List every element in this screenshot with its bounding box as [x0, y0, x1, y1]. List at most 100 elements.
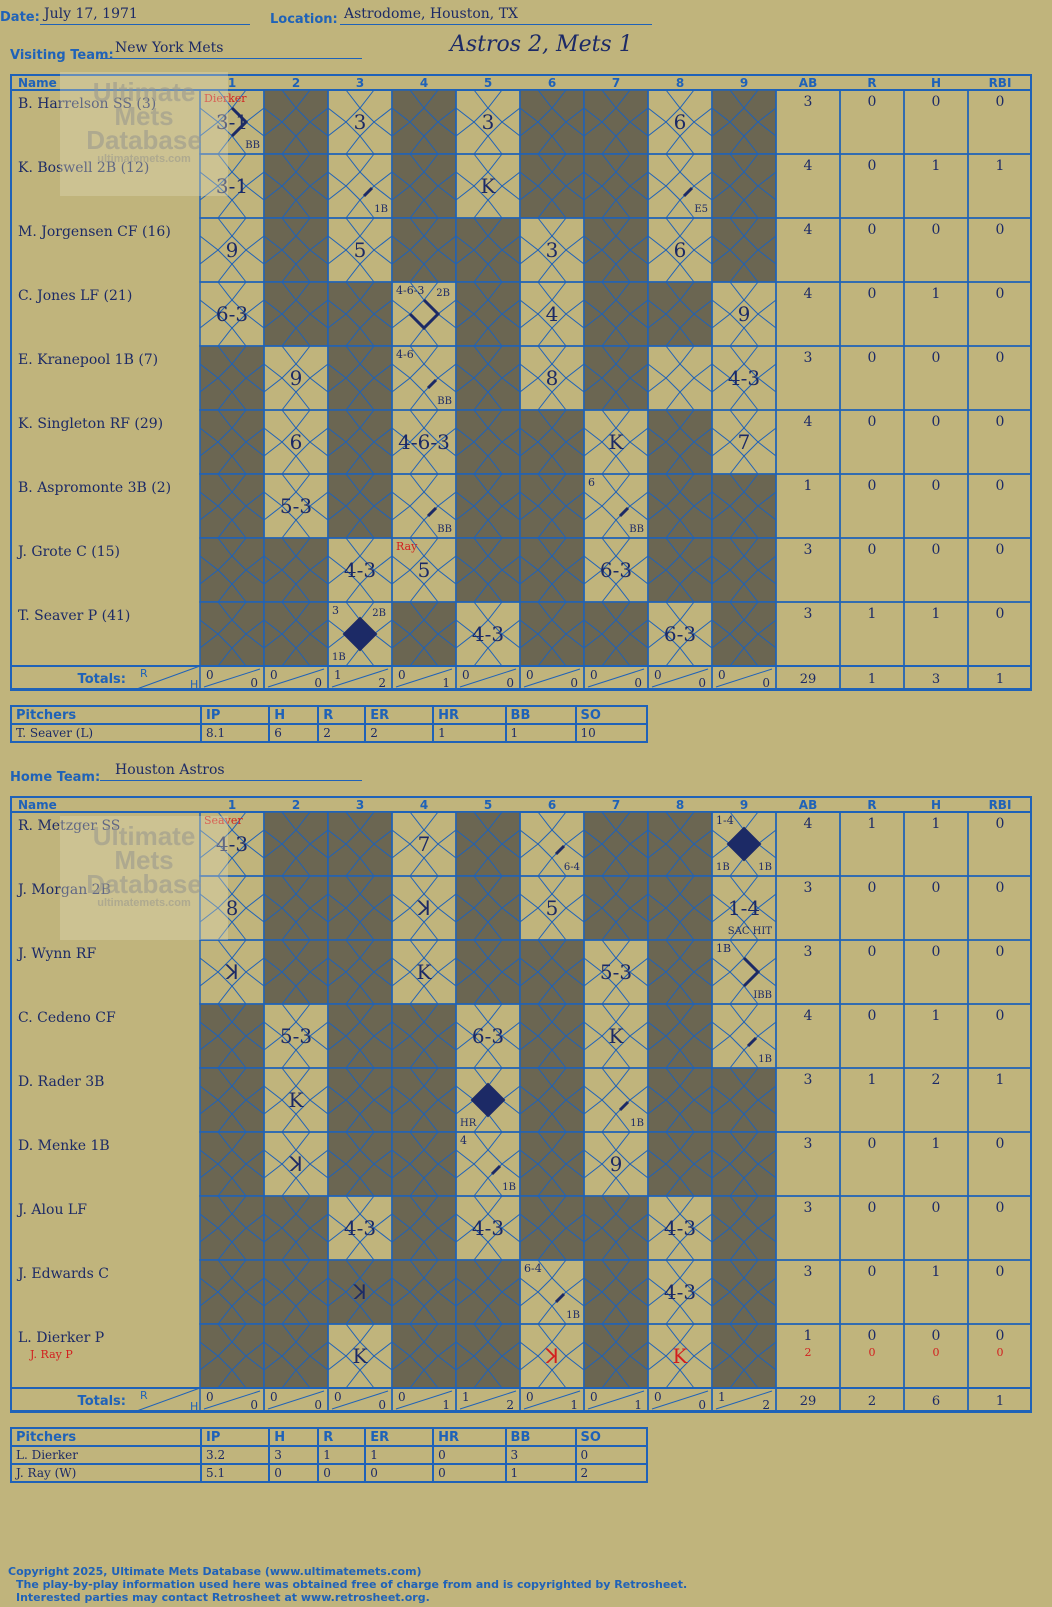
bb-header: BB — [504, 1427, 577, 1447]
totals-label: Totals: — [78, 1394, 126, 1409]
player-name: J. Grote C (15) — [16, 544, 120, 560]
inning-total-slash — [331, 1390, 389, 1410]
play-code: 9 — [226, 238, 239, 262]
diamond-icon — [665, 1213, 695, 1243]
inning-hits: 0 — [762, 676, 770, 690]
inning-hits: 1 — [570, 1398, 578, 1412]
play-code: 5-3 — [280, 494, 312, 518]
inning-cell — [391, 89, 457, 155]
player-name: B. Harrelson SS (3) — [18, 96, 156, 112]
diamond-icon — [729, 1085, 759, 1115]
inning-total-slash — [651, 1390, 709, 1410]
diamond-icon — [601, 1341, 631, 1371]
diamond-icon — [537, 363, 567, 393]
inning-total-slash — [459, 1390, 517, 1410]
watermark-line2: Mets — [114, 845, 174, 875]
stat-rbi: 0 — [996, 94, 1005, 110]
watermark-url: ultimatemets.com — [97, 897, 191, 909]
inning-cell — [455, 409, 521, 475]
diamond-icon — [345, 1085, 375, 1115]
play-code: K — [417, 960, 433, 984]
stat-rbi: 0 — [996, 542, 1005, 558]
visiting-team-name: New York Mets — [115, 40, 224, 56]
pitcher-h: 3 — [268, 1445, 320, 1465]
diamond-icon — [537, 235, 567, 265]
play-mark: ꓘ — [224, 960, 238, 984]
total-r: 2 — [868, 1394, 876, 1409]
stat-h: 0 — [932, 542, 941, 558]
diamond-icon — [601, 1085, 631, 1115]
diamond-icon — [473, 235, 503, 265]
pitcher-h: 6 — [268, 723, 320, 743]
inning-cell — [199, 1195, 265, 1261]
diamond-icon — [409, 235, 439, 265]
inning-cell — [391, 1195, 457, 1261]
player-name: J. Edwards C — [16, 1266, 109, 1282]
diamond-icon — [217, 1085, 247, 1115]
stat-h: 1 — [932, 1008, 941, 1024]
stat-rbi: 0 — [996, 1008, 1005, 1024]
play-code: ꓘ — [544, 1344, 558, 1368]
diamond-icon — [601, 1149, 631, 1179]
inning-cell — [583, 1323, 649, 1389]
run-scored-diamond — [726, 826, 762, 862]
column-header: 7 — [612, 798, 620, 812]
inning-cell — [327, 345, 393, 411]
play-code: 4-3 — [216, 832, 248, 856]
inning-cell — [519, 153, 585, 219]
diamond-icon — [537, 1085, 567, 1115]
player-row: C. Cedeno CF 4 0 1 0 — [18, 1003, 1032, 1069]
pitcher-bb: 3 — [504, 1445, 577, 1465]
pitcher-bb: 1 — [504, 1463, 577, 1483]
runs-key: R — [140, 667, 148, 680]
play-code: 1-4 — [728, 896, 760, 920]
player-row: J. Wynn RF 3 0 0 0 — [16, 939, 1032, 1005]
play-note: 1B — [630, 1118, 644, 1129]
diamond-icon — [729, 893, 759, 923]
diamond-icon — [729, 427, 759, 457]
diamond-icon — [665, 1149, 695, 1179]
total-h: 6 — [932, 1394, 940, 1409]
retrosheet-notice: The play-by-play information used here w… — [16, 1578, 688, 1591]
diamond-icon — [281, 107, 311, 137]
diamond-icon — [665, 363, 695, 393]
inning-hits: 1 — [442, 676, 450, 690]
diamond-icon — [665, 107, 695, 137]
diamond-icon — [409, 619, 439, 649]
play-annotation: Seaver — [204, 814, 243, 827]
player-row: K. Singleton RF (29) 4 0 0 0 — [18, 409, 1032, 475]
inning-cell — [263, 875, 329, 941]
diamond-icon — [281, 1341, 311, 1371]
diamond-icon — [665, 299, 695, 329]
player-name: T. Seaver P (41) — [18, 608, 130, 624]
play-mark: 3 2B 1B — [332, 604, 386, 663]
player-name: L. Dierker P — [18, 1330, 104, 1346]
play-annotation: 1B — [716, 942, 731, 955]
column-header: 3 — [356, 798, 364, 812]
stat-ab: 4 — [804, 158, 813, 174]
total-rbi: 1 — [996, 1394, 1004, 1409]
diamond-icon — [217, 619, 247, 649]
pitcher-r: 1 — [317, 1445, 367, 1465]
h-header: H — [268, 705, 320, 725]
play-mark: 9 — [738, 302, 751, 326]
watermark-logo: Ultimate Mets Database ultimatemets.com — [60, 72, 228, 196]
inning-cell — [327, 939, 393, 1005]
inning-cell — [519, 601, 585, 667]
play-mark: 6-3 — [472, 1024, 504, 1048]
inning-cell — [519, 409, 585, 475]
inning-cell — [263, 811, 329, 877]
diamond-icon — [409, 427, 439, 457]
inning-cell — [199, 1323, 265, 1389]
inning-total-slash — [715, 1390, 773, 1410]
stat-r: 0 — [868, 414, 877, 430]
diamond-icon — [345, 1341, 375, 1371]
diamond-icon — [281, 427, 311, 457]
diamond-icon — [217, 171, 247, 201]
inning-cell — [391, 1003, 457, 1069]
play-note: HR — [460, 1118, 477, 1129]
play-mark: 1B IBB — [716, 942, 772, 1001]
inning-cell — [711, 473, 777, 539]
diamond-icon — [537, 893, 567, 923]
